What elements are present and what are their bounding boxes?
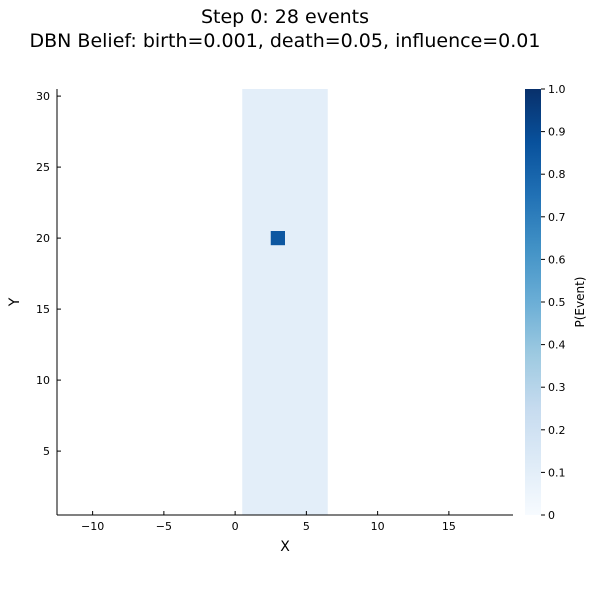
colorbar-tick-label: 0.8 xyxy=(548,168,566,181)
x-tick-label: 5 xyxy=(303,520,310,533)
plot-area xyxy=(242,89,328,515)
x-tick-label: −5 xyxy=(156,520,172,533)
x-axis-label: X xyxy=(280,539,290,555)
y-ticks: 5 10 15 20 25 30 xyxy=(36,90,61,458)
y-tick-label: 15 xyxy=(36,303,50,316)
colorbar-tick-label: 1.0 xyxy=(548,83,566,96)
colorbar-tick-label: 0 xyxy=(548,509,555,522)
y-tick-label: 20 xyxy=(36,232,50,245)
heatmap-cell-0 xyxy=(242,89,328,515)
x-tick-label: 0 xyxy=(232,520,239,533)
colorbar-tick-label: 0.4 xyxy=(548,339,566,352)
x-tick-label: 10 xyxy=(371,520,385,533)
colorbar-tick-label: 0.7 xyxy=(548,211,566,224)
x-ticks: −10 −5 0 5 10 15 xyxy=(81,511,456,533)
chart-title-line2: DBN Belief: birth=0.001, death=0.05, inf… xyxy=(30,30,541,52)
y-tick-label: 25 xyxy=(36,161,50,174)
y-axis-label: Y xyxy=(7,297,23,307)
y-tick-label: 10 xyxy=(36,374,50,387)
colorbar xyxy=(525,89,541,515)
colorbar-tick-label: 0.3 xyxy=(548,381,566,394)
heatmap-cell-1 xyxy=(270,231,285,246)
colorbar-tick-label: 0.2 xyxy=(548,424,566,437)
x-tick-label: 15 xyxy=(442,520,456,533)
colorbar-label: P(Event) xyxy=(573,277,587,328)
chart-title-line1: Step 0: 28 events xyxy=(201,6,369,28)
colorbar-tick-label: 0.1 xyxy=(548,466,566,479)
colorbar-tick-label: 0.5 xyxy=(548,296,566,309)
x-tick-label: −10 xyxy=(81,520,104,533)
colorbar-ticks: 0 0.1 0.2 0.3 0.4 0.5 0.6 0.7 0.8 0.9 1.0 xyxy=(541,83,566,522)
y-tick-label: 5 xyxy=(43,445,50,458)
colorbar-tick-label: 0.9 xyxy=(548,126,566,139)
colorbar-tick-label: 0.6 xyxy=(548,253,566,266)
y-tick-label: 30 xyxy=(36,90,50,103)
